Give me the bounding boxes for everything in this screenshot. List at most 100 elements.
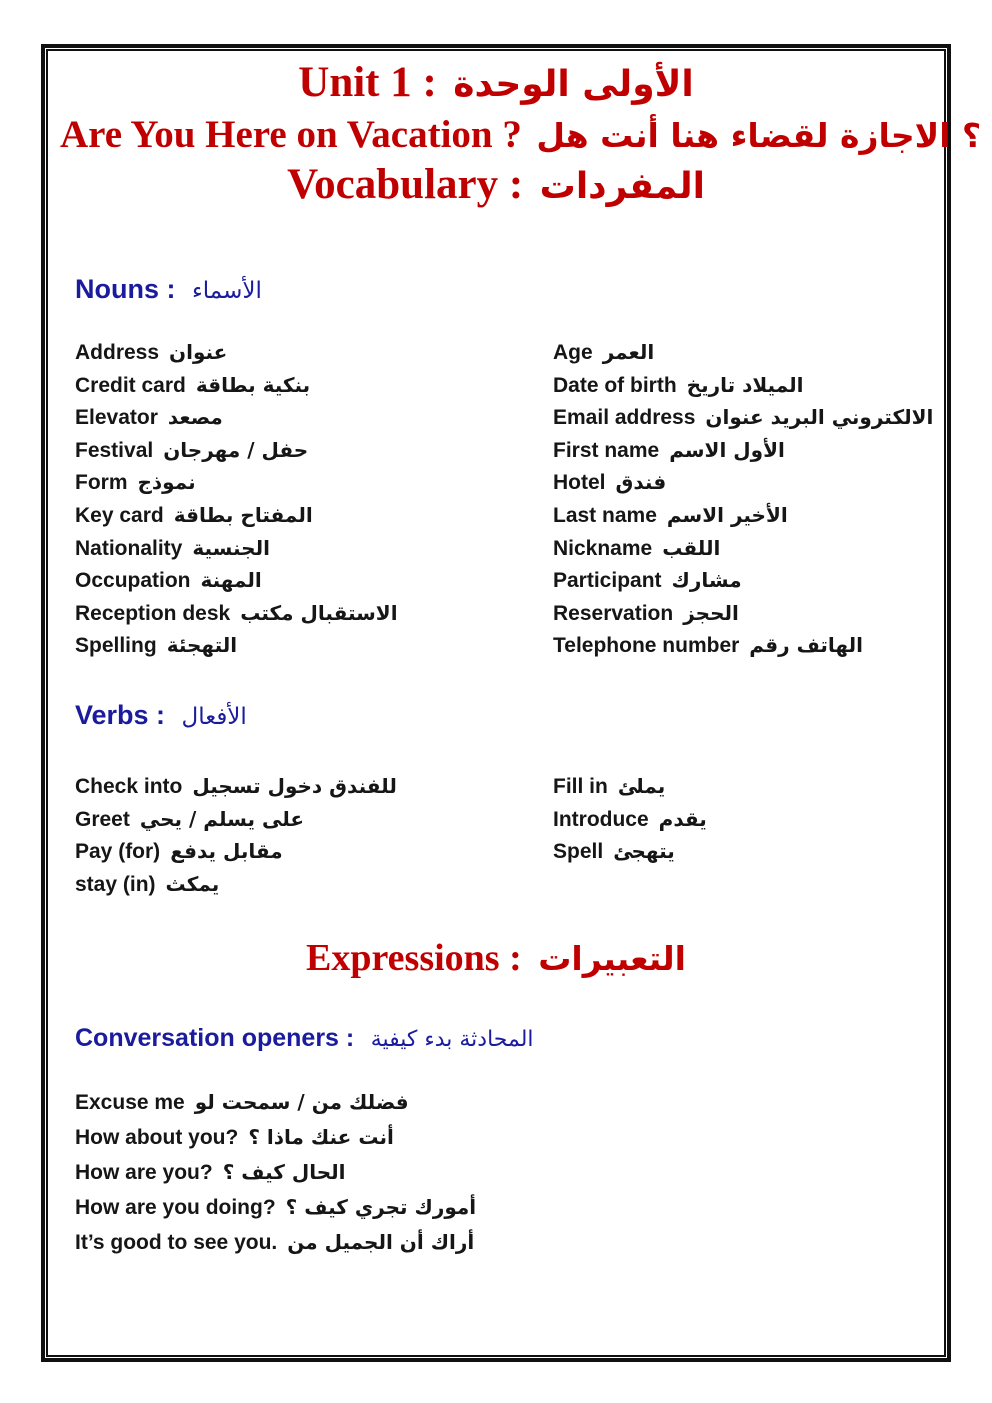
noun-row: Nickname اللقب xyxy=(553,532,935,565)
noun-arabic: بطاقة ‎المفتاح xyxy=(173,502,313,527)
opener-english: It’s good to see you. xyxy=(75,1231,278,1255)
verb-english: Check into xyxy=(75,775,183,798)
noun-english: Form xyxy=(75,471,128,495)
conversation-openers-heading-arabic: كيفية ‎بدء ‎المحادثة xyxy=(370,1027,534,1052)
noun-english: Festival xyxy=(75,438,154,462)
verb-english: Pay (for) xyxy=(75,840,161,864)
expressions-heading-english: Expressions : xyxy=(306,937,522,979)
expressions-heading-arabic: التعبيرات xyxy=(538,939,686,978)
nouns-heading: Nouns : الأسماء xyxy=(75,274,262,305)
noun-arabic: مكتب ‎الاستقبال xyxy=(240,600,398,625)
noun-arabic: عنوان ‎البريد ‎الالكتروني xyxy=(705,405,934,430)
verbs-heading-english: Verbs : xyxy=(75,700,166,730)
noun-arabic: فندق xyxy=(615,470,667,495)
lesson-title-english: Are You Here on Vacation ? xyxy=(60,113,522,156)
noun-english: Reservation xyxy=(553,601,674,625)
noun-english: Email address xyxy=(553,406,696,430)
noun-arabic: التهجئة xyxy=(166,633,238,658)
verbs-heading-arabic: الأفعال xyxy=(181,704,247,730)
noun-english: Telephone number xyxy=(553,634,740,658)
verb-english: stay (in) xyxy=(75,872,156,896)
noun-arabic: تاريخ ‎الميلاد xyxy=(686,372,804,397)
noun-english: Spelling xyxy=(75,634,157,658)
verb-arabic: يمكث xyxy=(165,871,220,896)
opener-arabic: من ‎الجميل ‎أن ‎أراك xyxy=(287,1230,475,1255)
noun-arabic: الجنسية xyxy=(192,535,270,560)
opener-english: How about you? xyxy=(75,1126,239,1150)
opener-english: Excuse me xyxy=(75,1091,185,1114)
noun-arabic: اللقب xyxy=(662,535,721,560)
opener-row: It’s good to see you. من ‎الجميل ‎أن ‎أرا… xyxy=(75,1226,935,1261)
verb-english: Spell xyxy=(553,840,604,864)
expressions-heading: Expressions : التعبيرات xyxy=(60,936,932,980)
noun-arabic: مهرجان ‎/ ‎حفل xyxy=(163,437,309,462)
noun-row: Age العمر xyxy=(553,336,935,369)
noun-arabic: مصعد xyxy=(167,405,223,430)
noun-arabic: الاسم ‎الأخير xyxy=(666,502,788,527)
verb-english: Fill in xyxy=(553,775,608,798)
vocabulary-title-arabic: المفردات xyxy=(539,166,705,207)
nouns-heading-arabic: الأسماء xyxy=(191,278,262,304)
noun-row: Reservation الحجز xyxy=(553,597,935,630)
noun-row: Occupation المهنة xyxy=(75,564,553,597)
opener-row: How are you doing? ؟ ‎كيف ‎تجري ‎أمورك xyxy=(75,1191,935,1226)
noun-row: Credit card بطاقة ‎بنكية xyxy=(75,369,553,402)
verbs-list: Check into تسجيل ‎دخول ‎للفندق Greet يحي ‎… xyxy=(75,770,935,900)
verb-english: Greet xyxy=(75,807,130,831)
noun-english: Last name xyxy=(553,503,657,527)
verb-arabic: يقدم xyxy=(658,806,707,831)
verb-arabic: يدفع ‎مقابل xyxy=(170,839,283,864)
noun-arabic: عنوان xyxy=(169,340,228,364)
verb-arabic: يتهجئ xyxy=(613,839,675,864)
noun-arabic: الحجز xyxy=(683,600,739,625)
noun-english: Occupation xyxy=(75,569,191,593)
noun-english: Address xyxy=(75,341,160,364)
noun-english: Credit card xyxy=(75,373,186,397)
noun-arabic: بطاقة ‎بنكية xyxy=(195,372,311,397)
noun-row: Nationality الجنسية xyxy=(75,532,553,565)
opener-english: How are you? xyxy=(75,1161,213,1185)
noun-arabic: الاسم ‎الأول xyxy=(669,437,785,462)
noun-arabic: نموذج xyxy=(137,470,196,495)
verb-row: Greet يحي ‎/ ‎يسلم ‎على xyxy=(75,803,553,836)
noun-english: Reception desk xyxy=(75,601,231,625)
noun-row: Telephone number رقم ‎الهاتف xyxy=(553,629,935,662)
noun-english: Nickname xyxy=(553,536,653,560)
noun-row: Key card بطاقة ‎المفتاح xyxy=(75,499,553,532)
vocabulary-title-english: Vocabulary : xyxy=(287,161,524,208)
noun-row: Date of birth تاريخ ‎الميلاد xyxy=(553,369,935,402)
verb-row: Check into تسجيل ‎دخول ‎للفندق xyxy=(75,770,553,803)
verb-english: Introduce xyxy=(553,807,649,831)
opener-arabic: لو ‎سمحت ‎/ ‎من ‎فضلك xyxy=(194,1090,409,1114)
opener-arabic: ؟ ‎كيف ‎الحال xyxy=(222,1160,346,1185)
noun-arabic: رقم ‎الهاتف xyxy=(749,633,863,658)
noun-english: First name xyxy=(553,438,660,462)
noun-english: Key card xyxy=(75,503,164,527)
noun-arabic: مشارك xyxy=(671,568,742,593)
nouns-heading-english: Nouns : xyxy=(75,274,176,304)
noun-row: Last name الاسم ‎الأخير xyxy=(553,499,935,532)
noun-row: Participant مشارك xyxy=(553,564,935,597)
opener-row: How about you? ؟ ‎ماذا ‎عنك ‎أنت xyxy=(75,1121,935,1156)
opener-english: How are you doing? xyxy=(75,1196,276,1220)
noun-english: Date of birth xyxy=(553,373,677,397)
page-border-frame xyxy=(41,44,951,1362)
lesson-title: Are You Here on Vacation ? هل ‎أنت ‎هنا … xyxy=(60,112,981,157)
unit-title-english: Unit 1 : xyxy=(298,59,437,106)
vocabulary-title: Vocabulary : المفردات xyxy=(60,160,932,209)
verb-arabic: يملئ xyxy=(617,774,666,798)
opener-row: How are you? ؟ ‎كيف ‎الحال xyxy=(75,1156,935,1191)
noun-row: Hotel فندق xyxy=(553,466,935,499)
noun-row: Elevator مصعد xyxy=(75,401,553,434)
noun-row: Spelling التهجئة xyxy=(75,629,553,662)
verbs-heading: Verbs : الأفعال xyxy=(75,700,247,731)
verb-arabic: يحي ‎/ ‎يسلم ‎على xyxy=(139,806,305,831)
noun-arabic: المهنة xyxy=(200,568,262,593)
opener-row: Excuse me لو ‎سمحت ‎/ ‎من ‎فضلك xyxy=(75,1086,935,1121)
conversation-openers-list: Excuse me لو ‎سمحت ‎/ ‎من ‎فضلك How about… xyxy=(75,1086,935,1261)
unit-title: Unit 1 : الوحدة ‎الأولى xyxy=(60,58,932,107)
noun-english: Hotel xyxy=(553,471,606,495)
noun-row: Festival مهرجان ‎/ ‎حفل xyxy=(75,434,553,467)
noun-row: First name الاسم ‎الأول xyxy=(553,434,935,467)
opener-arabic: ؟ ‎ماذا ‎عنك ‎أنت xyxy=(248,1125,394,1150)
